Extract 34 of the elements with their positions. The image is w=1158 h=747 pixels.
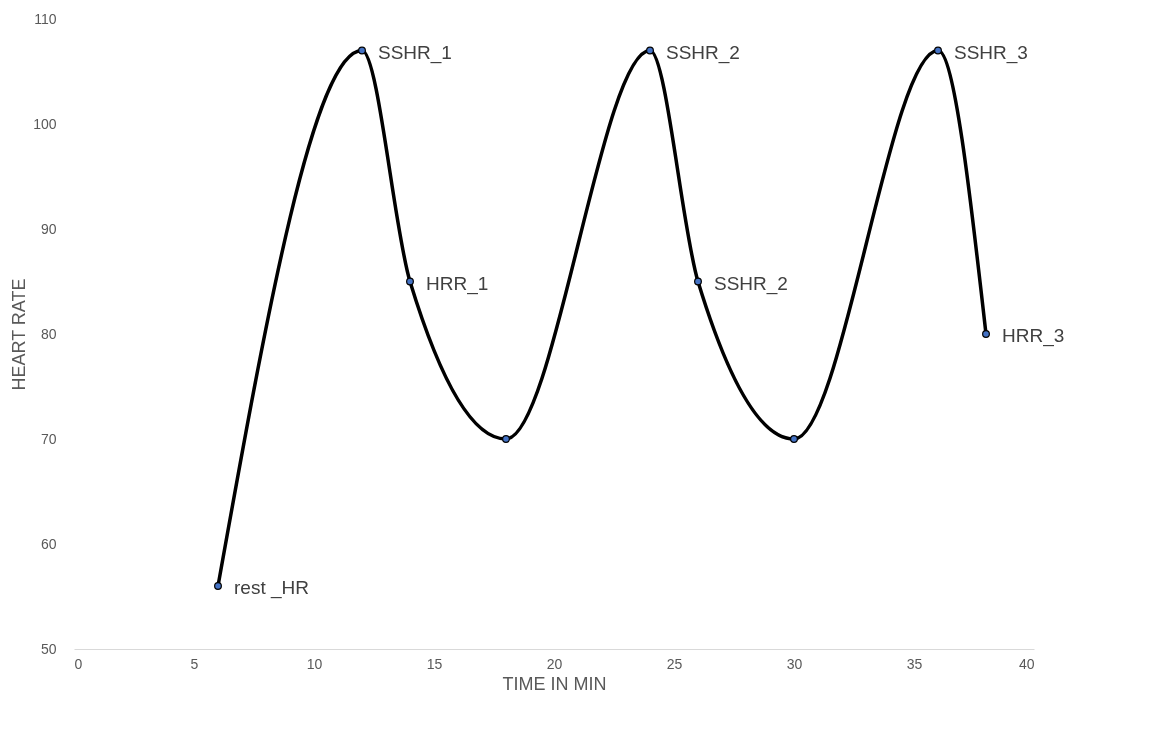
y-tick-label: 60 [40,535,57,552]
annotation: SSHR_2 [666,41,740,64]
x-tick-label: 0 [74,655,83,672]
y-tick-label: 50 [40,640,57,657]
y-axis-title: HEART RATE [9,278,30,391]
y-tick-label: 80 [40,325,57,342]
point [214,582,222,590]
annotation: SSHR_3 [954,41,1028,64]
point [646,46,654,55]
annotation: SSHR_1 [378,41,452,64]
annotation: rest _HR [234,577,309,599]
y-tick-label: 110 [34,10,57,27]
x-tick-label: 40 [1018,655,1035,672]
x-tick-label: 30 [786,655,803,672]
x-tick-label: 10 [306,655,323,672]
y-tick-label: 90 [40,220,57,237]
point [358,46,366,55]
point [982,330,990,338]
x-tick-label: 35 [906,655,923,672]
y-tick-label: 70 [40,430,57,447]
x-tick-label: 5 [190,655,199,672]
x-tick-label: 15 [426,655,443,672]
x-tick-label: 25 [666,655,683,672]
y-tick-label: 100 [33,115,57,132]
point [790,435,798,443]
x-tick-label: 20 [546,655,563,672]
point [406,277,414,286]
x-axis-title: TIME IN MIN [502,673,607,694]
point [502,435,510,443]
annotation: HRR_1 [426,272,489,295]
annotation: SSHR_2 [714,272,788,295]
point [694,277,702,286]
point [934,46,942,55]
annotation: HRR_3 [1002,325,1065,347]
